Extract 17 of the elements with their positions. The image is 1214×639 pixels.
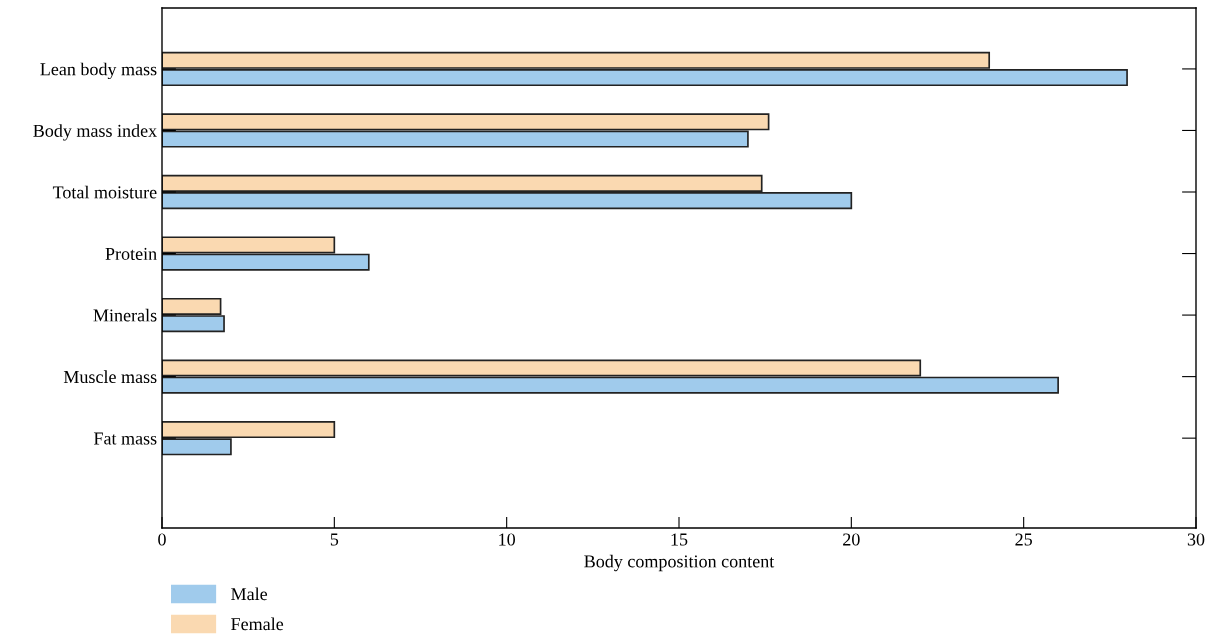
y-tick-label: Body mass index <box>33 124 157 141</box>
x-tick-label: 20 <box>843 533 860 546</box>
y-tick-label: Fat mass <box>93 432 157 445</box>
y-tick-label: Total moisture <box>52 185 157 199</box>
x-tick-label: 25 <box>1015 533 1032 546</box>
x-tick-label: 0 <box>158 533 166 546</box>
y-tick-label: Lean body mass <box>40 62 157 80</box>
y-tick-label: Minerals <box>93 308 157 322</box>
y-tick-label: Muscle mass <box>63 370 157 384</box>
x-tick-label: 15 <box>671 533 688 546</box>
x-tick-label: 5 <box>330 533 339 546</box>
y-tick-label: Protein <box>105 247 157 260</box>
x-axis-title: Body composition content <box>584 554 775 572</box>
legend-label: Female <box>231 617 284 631</box>
legend-label: Male <box>231 587 268 601</box>
x-tick-label: 30 <box>1187 533 1205 546</box>
x-tick-label: 10 <box>499 533 516 546</box>
